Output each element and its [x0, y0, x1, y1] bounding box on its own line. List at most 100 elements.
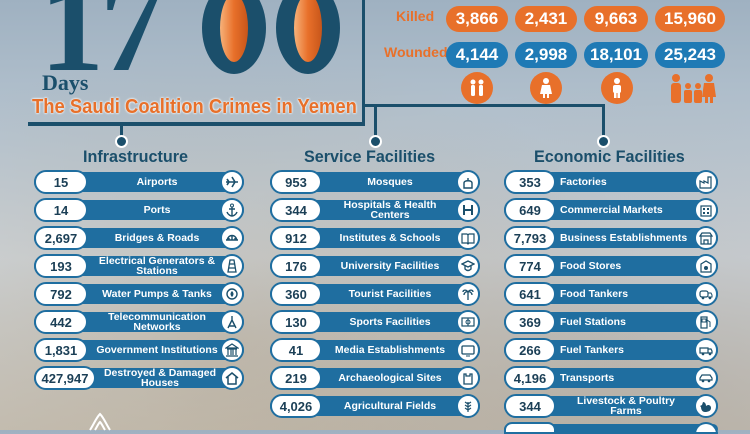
service-row-hospitals: 344 Hospitals & Health Centers [270, 198, 480, 222]
house-icon [220, 366, 244, 390]
children-icon [461, 72, 493, 104]
section-title-infrastructure: Infrastructure [83, 147, 189, 166]
row-label: Electrical Generators & Stations [98, 255, 216, 277]
row-bar [504, 396, 718, 416]
row-label: Food Stores [560, 260, 622, 272]
killed-women-value: 2,431 [515, 6, 577, 32]
service-row-sports: 130 Sports Facilities [270, 310, 480, 334]
infrastructure-row-government: 1,831 Government Institutions [34, 338, 244, 362]
connector-horizontal [362, 104, 602, 107]
mosque-icon [456, 170, 480, 194]
factory-icon [694, 170, 718, 194]
anchor-icon [220, 198, 244, 222]
wheat-icon [456, 394, 480, 418]
castle-icon [456, 366, 480, 390]
row-value: 344 [504, 394, 556, 418]
economic-row-food-tankers: 641 Food Tankers [504, 282, 718, 306]
row-label: Bridges & Roads [114, 232, 200, 244]
wounded-children-value: 4,144 [446, 42, 508, 68]
row-bar [270, 340, 480, 360]
economic-row-food-stores: 774 Food Stores [504, 254, 718, 278]
bottom-bar-partial [504, 424, 718, 434]
tanker-truck-icon [694, 282, 718, 306]
row-label: Sports Facilities [349, 316, 431, 328]
service-row-university: 176 University Facilities [270, 254, 480, 278]
airplane-icon [220, 170, 244, 194]
row-label: Institutes & Schools [339, 232, 441, 244]
economic-row-factories: 353 Factories [504, 170, 718, 194]
wounded-men-value: 18,101 [584, 42, 648, 68]
service-row-archaeological: 219 Archaeological Sites [270, 366, 480, 390]
row-label: Livestock & Poultry Farms [576, 395, 676, 417]
row-label: Transports [560, 372, 615, 384]
row-bar [270, 228, 480, 248]
tv-icon [456, 338, 480, 362]
row-value: 792 [34, 282, 88, 306]
row-bar [270, 256, 480, 276]
killed-total-value: 15,960 [655, 6, 725, 32]
connector-dot [369, 135, 382, 148]
row-bar [270, 368, 480, 388]
row-bar [504, 368, 718, 388]
row-label: University Facilities [340, 260, 440, 272]
row-value: 2,697 [34, 226, 88, 250]
row-label: Fuel Tankers [560, 344, 624, 356]
row-value: 219 [270, 366, 322, 390]
row-value: 4,196 [504, 366, 556, 390]
service-row-tourist: 360 Tourist Facilities [270, 282, 480, 306]
economic-row-transports: 4,196 Transports [504, 366, 718, 390]
subtitle-underline [28, 122, 364, 126]
row-label: Airports [136, 176, 178, 188]
row-value: 353 [504, 170, 556, 194]
killed-label: Killed [396, 8, 435, 24]
row-value: 649 [504, 198, 556, 222]
man-icon [601, 72, 633, 104]
palm-tree-icon [456, 282, 480, 306]
row-bar [504, 256, 718, 276]
woman-icon [530, 72, 562, 104]
service-row-agricultural: 4,026 Agricultural Fields [270, 394, 480, 418]
family-icon [668, 72, 716, 104]
killed-children-value: 3,866 [446, 6, 508, 32]
fuel-pump-icon [694, 310, 718, 334]
big-number-1700: 17 1700 [40, 0, 340, 82]
row-label: Fuel Stations [560, 316, 626, 328]
row-label: Tourist Facilities [348, 288, 432, 300]
row-value: 193 [34, 254, 88, 278]
row-label: Hospitals & Health Centers [343, 199, 437, 221]
row-value: 266 [504, 338, 556, 362]
infrastructure-row-ports: 14 Ports [34, 198, 244, 222]
row-value: 953 [270, 170, 322, 194]
hospital-icon [456, 198, 480, 222]
row-value: 7,793 [504, 226, 556, 250]
row-label: Mosques [367, 176, 413, 188]
connector-dot [115, 135, 128, 148]
row-value: 1,831 [34, 338, 88, 362]
section-title-economic: Economic Facilities [534, 147, 685, 166]
row-value: 774 [504, 254, 556, 278]
economic-row-livestock: 344 Livestock & Poultry Farms [504, 394, 718, 418]
service-row-mosques: 953 Mosques [270, 170, 480, 194]
row-bar [504, 172, 718, 192]
connector-line [374, 104, 377, 140]
row-value: 427,947 [34, 366, 96, 390]
row-bar [504, 200, 718, 220]
infrastructure-row-generators: 193 Electrical Generators & Stations [34, 254, 244, 278]
connector-dot [597, 135, 610, 148]
row-value: 130 [270, 310, 322, 334]
government-icon [220, 338, 244, 362]
row-label: Commercial Markets [560, 204, 663, 216]
row-label: Water Pumps & Tanks [102, 288, 212, 300]
infrastructure-row-houses: 427,947 Destroyed & Damaged Houses [34, 366, 244, 390]
store-icon [694, 226, 718, 250]
row-label: Food Tankers [560, 288, 629, 300]
economic-row-markets: 649 Commercial Markets [504, 198, 718, 222]
bottom-num-partial [504, 422, 556, 434]
row-bar [270, 200, 480, 220]
row-bar [270, 172, 480, 192]
row-bar [504, 340, 718, 360]
wounded-total-value: 25,243 [655, 42, 725, 68]
row-bar [270, 312, 480, 332]
infrastructure-row-water: 792 Water Pumps & Tanks [34, 282, 244, 306]
wounded-label: Wounded [384, 44, 448, 60]
